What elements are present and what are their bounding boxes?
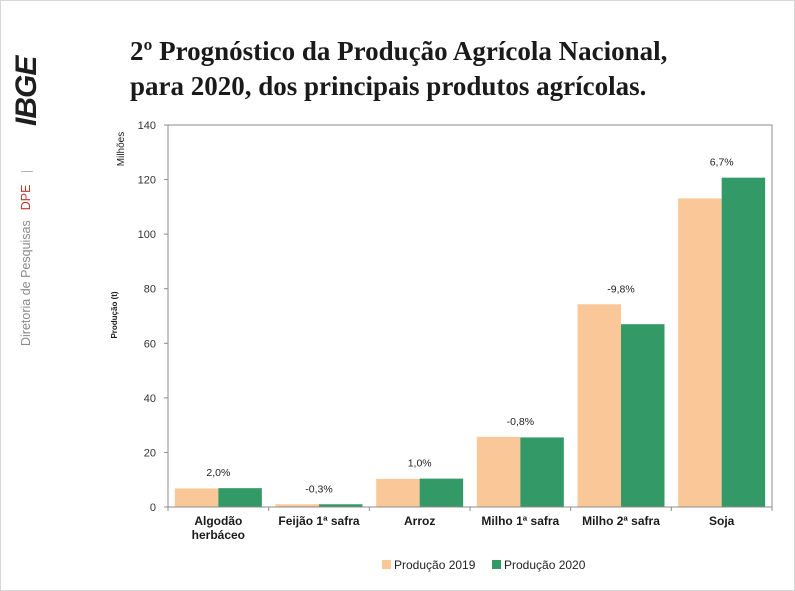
chart-canvas: 0 20 40 60 80 100 120 140 2,0% -0,3% 1,0% -0,8% -9,8… (110, 120, 773, 572)
legend-label-producao-2019: Produção 2019 (394, 558, 476, 572)
ibge-logo: IBGE (10, 56, 43, 126)
page-title: 2º Prognóstico da Produção Agrícola Naci… (130, 34, 667, 104)
x-tick-label-algodao-herbaceo: Algodão herbáceo (191, 514, 245, 542)
bar-producao-2020-soja (721, 177, 766, 507)
y-axis-title: Produção (t) (110, 291, 119, 338)
bar-producao-2019-arroz (376, 478, 420, 507)
page-title-line-1: 2º Prognóstico da Produção Agrícola Naci… (130, 36, 668, 66)
legend-swatch-producao-2019 (382, 560, 391, 569)
production-bar-chart: 0 20 40 60 80 100 120 140 2,0% -0,3% 1,0% -0,8% -9,8… (100, 110, 790, 585)
bar-producao-2019-milho-1a-safra (476, 436, 521, 507)
bar-producao-2019-milho-2a-safra (577, 304, 621, 507)
bar-producao-2019-feijao-1a-safra (275, 504, 319, 507)
change-label-milho-1a-safra: -0,8% (507, 416, 534, 428)
bar-producao-2020-milho-1a-safra (520, 437, 564, 507)
page-title-line-2: para 2020, dos principais produtos agríc… (130, 71, 647, 101)
department-name: Diretoria de Pesquisas (19, 220, 33, 346)
change-label-arroz: 1,0% (408, 458, 432, 470)
y-tick-label: 100 (138, 229, 156, 241)
x-tick-label-milho-1a-safra: Milho 1ª safra (481, 514, 560, 528)
y-tick-label: 20 (144, 447, 156, 459)
change-label-feijao-1a-safra: -0,3% (305, 483, 332, 495)
bar-producao-2019-algodao-herbaceo (174, 488, 219, 507)
legend-swatch-producao-2020 (492, 560, 501, 569)
y-axis-unit: Milhões (116, 132, 127, 166)
legend-label-producao-2020: Produção 2020 (504, 558, 586, 572)
bar-producao-2020-algodao-herbaceo (218, 488, 262, 507)
y-tick-label: 120 (138, 175, 156, 187)
x-tick-label-feijao-1a-safra: Feijão 1ª safra (278, 514, 360, 528)
y-tick-label: 0 (150, 502, 156, 514)
x-tick-label-arroz: Arroz (403, 514, 436, 528)
legend-entry-producao-2020: Produção 2020 (492, 558, 586, 572)
bar-producao-2019-soja (678, 198, 722, 508)
y-tick-label: 40 (144, 393, 156, 405)
change-label-algodao-herbaceo: 2,0% (206, 467, 230, 479)
bar-producao-2020-feijao-1a-safra (319, 504, 363, 507)
change-label-milho-2a-safra: -9,8% (607, 283, 634, 295)
sidebar-divider (20, 170, 33, 172)
x-tick-label-soja: Soja (708, 514, 735, 528)
bar-producao-2020-arroz (419, 478, 464, 507)
y-tick-label: 80 (144, 284, 156, 296)
change-label-soja: 6,7% (710, 157, 734, 169)
y-tick-label: 140 (138, 120, 156, 132)
sidebar-department: Diretoria de Pesquisas DPE (19, 170, 33, 346)
y-tick-label: 60 (144, 338, 156, 350)
department-code: DPE (19, 184, 33, 211)
x-tick-label-milho-2a-safra: Milho 2ª safra (582, 514, 660, 528)
bar-producao-2020-milho-2a-safra (621, 324, 665, 507)
legend-entry-producao-2019: Produção 2019 (382, 558, 476, 572)
